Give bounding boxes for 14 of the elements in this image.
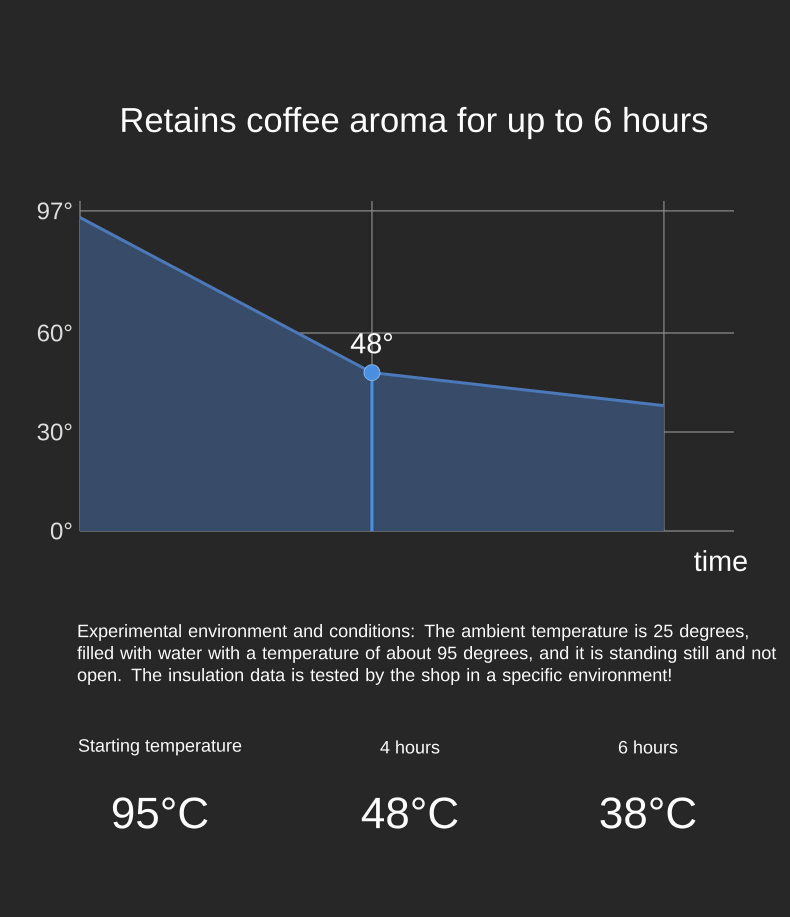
y-tick-label: 97° bbox=[38, 202, 72, 220]
data-label: 48° bbox=[350, 333, 392, 354]
text: 48°C bbox=[362, 797, 458, 829]
y-tick-label: 60° bbox=[38, 324, 72, 342]
x-axis-title: time bbox=[694, 550, 747, 572]
chart-title: Retains coffee aroma for up to 6 hours bbox=[122, 106, 708, 140]
text: Experimental environment and conditions: The ambient temperature is 25 degrees, filled with water with a temperature of about 95 degrees, and it is standing still and not open. The insulation data is tested by the shop in a specific environment! bbox=[77, 624, 776, 685]
text: 95°C bbox=[112, 797, 208, 829]
text: 38°C bbox=[600, 797, 696, 829]
y-tick-label: 30° bbox=[38, 424, 72, 440]
y-tick-label: 0° bbox=[50, 522, 72, 540]
text: Starting temperature bbox=[78, 738, 242, 756]
text: 6 hours bbox=[618, 740, 678, 754]
text: 4 hours bbox=[380, 740, 440, 754]
